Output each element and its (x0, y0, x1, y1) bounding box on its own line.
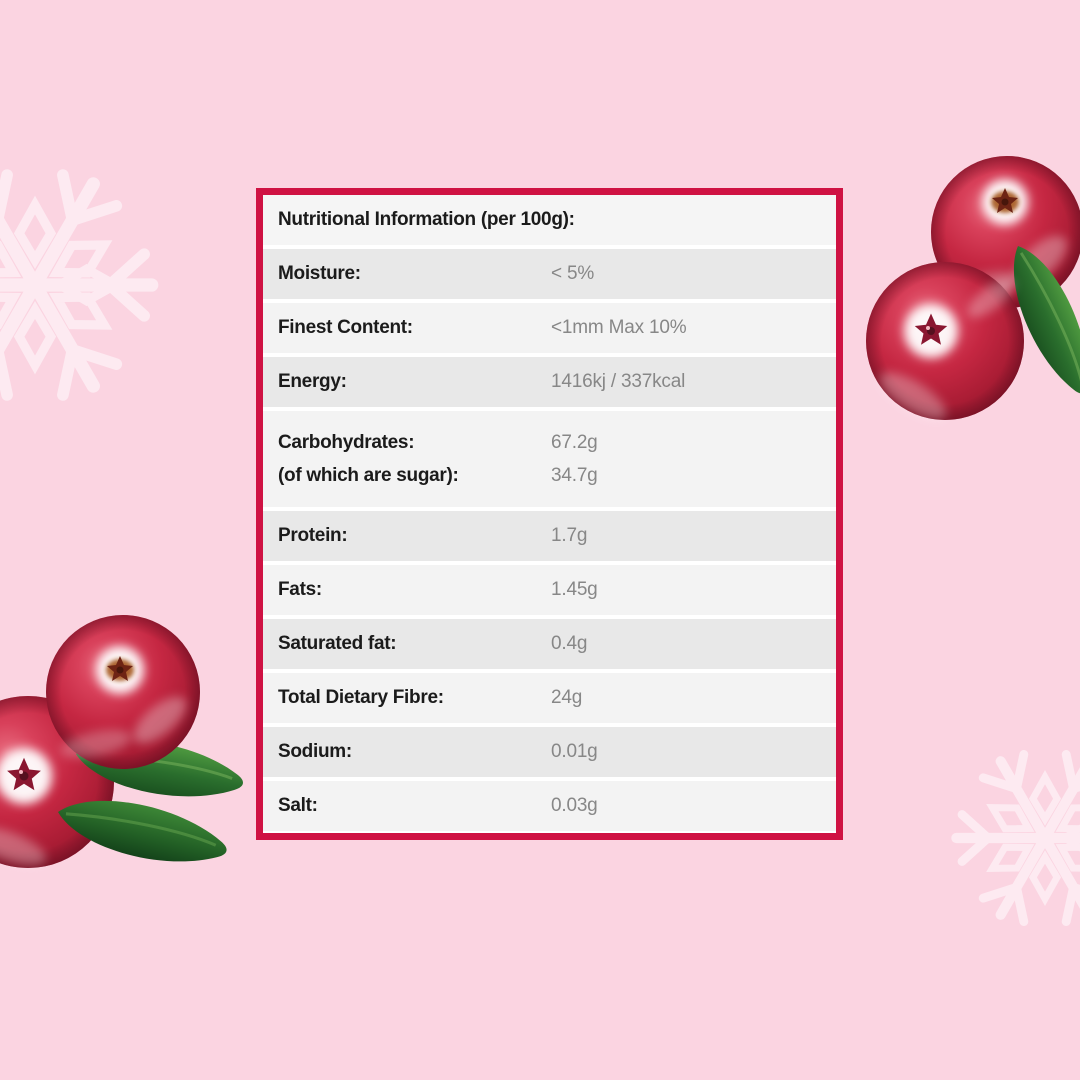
table-row-saturated-fat: Saturated fat: 0.4g (263, 619, 836, 669)
leaf (996, 236, 1080, 403)
row-label: Total Dietary Fibre: (278, 687, 444, 708)
row-sub-label: (of which are sugar): (278, 464, 459, 486)
row-value: 0.01g (551, 741, 598, 762)
row-value: 0.03g (551, 795, 598, 816)
table-row-salt: Salt: 0.03g (263, 781, 836, 831)
row-sub-value: 34.7g (551, 464, 598, 486)
table-row-carbohydrates: Carbohydrates: 67.2g (of which are sugar… (263, 411, 836, 507)
table-title: Nutritional Information (per 100g): (263, 195, 836, 245)
row-value: 0.4g (551, 633, 588, 654)
row-value: < 5% (551, 263, 595, 284)
row-value: 1.45g (551, 579, 598, 600)
row-label: Fats: (278, 579, 322, 600)
table-row-energy: Energy: 1416kj / 337kcal (263, 357, 836, 407)
table-row-fats: Fats: 1.45g (263, 565, 836, 615)
row-label: Moisture: (278, 263, 361, 284)
row-label: Protein: (278, 525, 348, 546)
row-value: 24g (551, 687, 583, 708)
cranberries-illustration (0, 615, 248, 876)
row-value: 1416kj / 337kcal (551, 371, 686, 392)
row-value: 1.7g (551, 525, 588, 546)
leaf (71, 729, 248, 809)
row-value: <1mm Max 10% (551, 317, 687, 338)
snowflake-icon (0, 160, 160, 410)
berry-calyx (982, 179, 1028, 225)
table-row-sodium: Sodium: 0.01g (263, 727, 836, 777)
row-label: Salt: (278, 795, 318, 816)
row-label: Energy: (278, 371, 347, 392)
berry-calyx (904, 304, 958, 358)
table-row-moisture: Moisture: < 5% (263, 249, 836, 299)
row-value: 67.2g (551, 431, 598, 453)
snowflake-icon (950, 743, 1080, 933)
row-label: Carbohydrates: (278, 431, 415, 453)
berry-calyx (96, 646, 144, 694)
leaf (52, 786, 233, 876)
row-label: Finest Content: (278, 317, 413, 338)
nutrition-table: Nutritional Information (per 100g): Mois… (256, 188, 843, 840)
table-row-dietary-fibre: Total Dietary Fibre: 24g (263, 673, 836, 723)
berry-calyx (0, 748, 52, 804)
row-label: Sodium: (278, 741, 352, 762)
table-row-protein: Protein: 1.7g (263, 511, 836, 561)
row-label: Saturated fat: (278, 633, 397, 654)
cranberries-illustration (866, 156, 1080, 420)
table-row-finest-content: Finest Content: <1mm Max 10% (263, 303, 836, 353)
